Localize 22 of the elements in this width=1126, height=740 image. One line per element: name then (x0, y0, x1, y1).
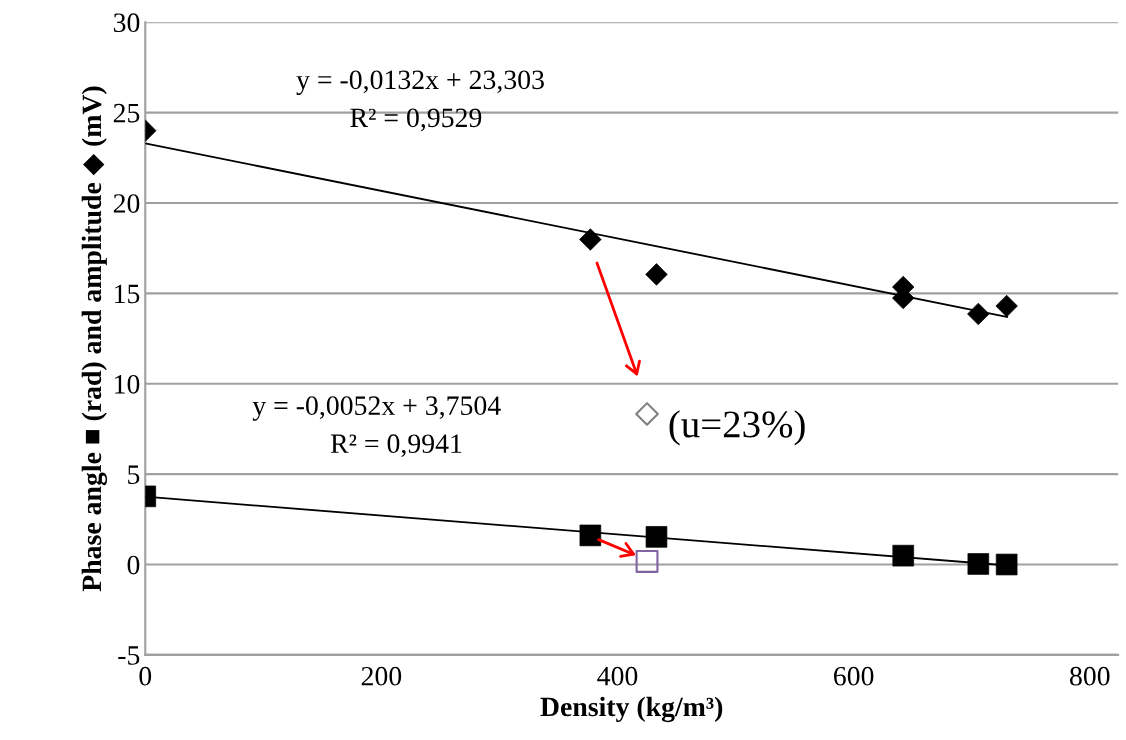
annotation: R² = 0,9529 (350, 108, 482, 132)
point (635, 549, 659, 573)
annotation: (u=23%) (669, 410, 805, 446)
x-tick-label: 800 (1070, 666, 1110, 686)
point (635, 402, 659, 426)
y-tick-label: 15 (115, 284, 140, 304)
point (995, 294, 1018, 318)
y-tick-label: 0 (127, 555, 140, 575)
x-axis-title: Density (kg/m³) (540, 696, 723, 723)
y-tick-label: -5 (118, 646, 140, 665)
y-tick-label: 20 (113, 194, 140, 213)
annotation: R² = 0,9941 (330, 434, 462, 458)
x-tick-label: 600 (834, 666, 874, 686)
x-tick-label: 200 (361, 666, 402, 686)
y-tick-label: 30 (113, 13, 140, 33)
y-axis-title: Phase angle ■ (rad) and amplitude ◆ (mV) (81, 86, 108, 592)
y-tick-label: 5 (128, 465, 140, 485)
y-tick-label: 10 (115, 374, 140, 394)
annotation: y = -0,0132x + 23,303 (296, 70, 544, 95)
x-tick-label: 400 (597, 666, 638, 686)
annotation: y = -0,0052x + 3,7504 (252, 396, 501, 421)
y-tick-label: 25 (113, 103, 140, 123)
